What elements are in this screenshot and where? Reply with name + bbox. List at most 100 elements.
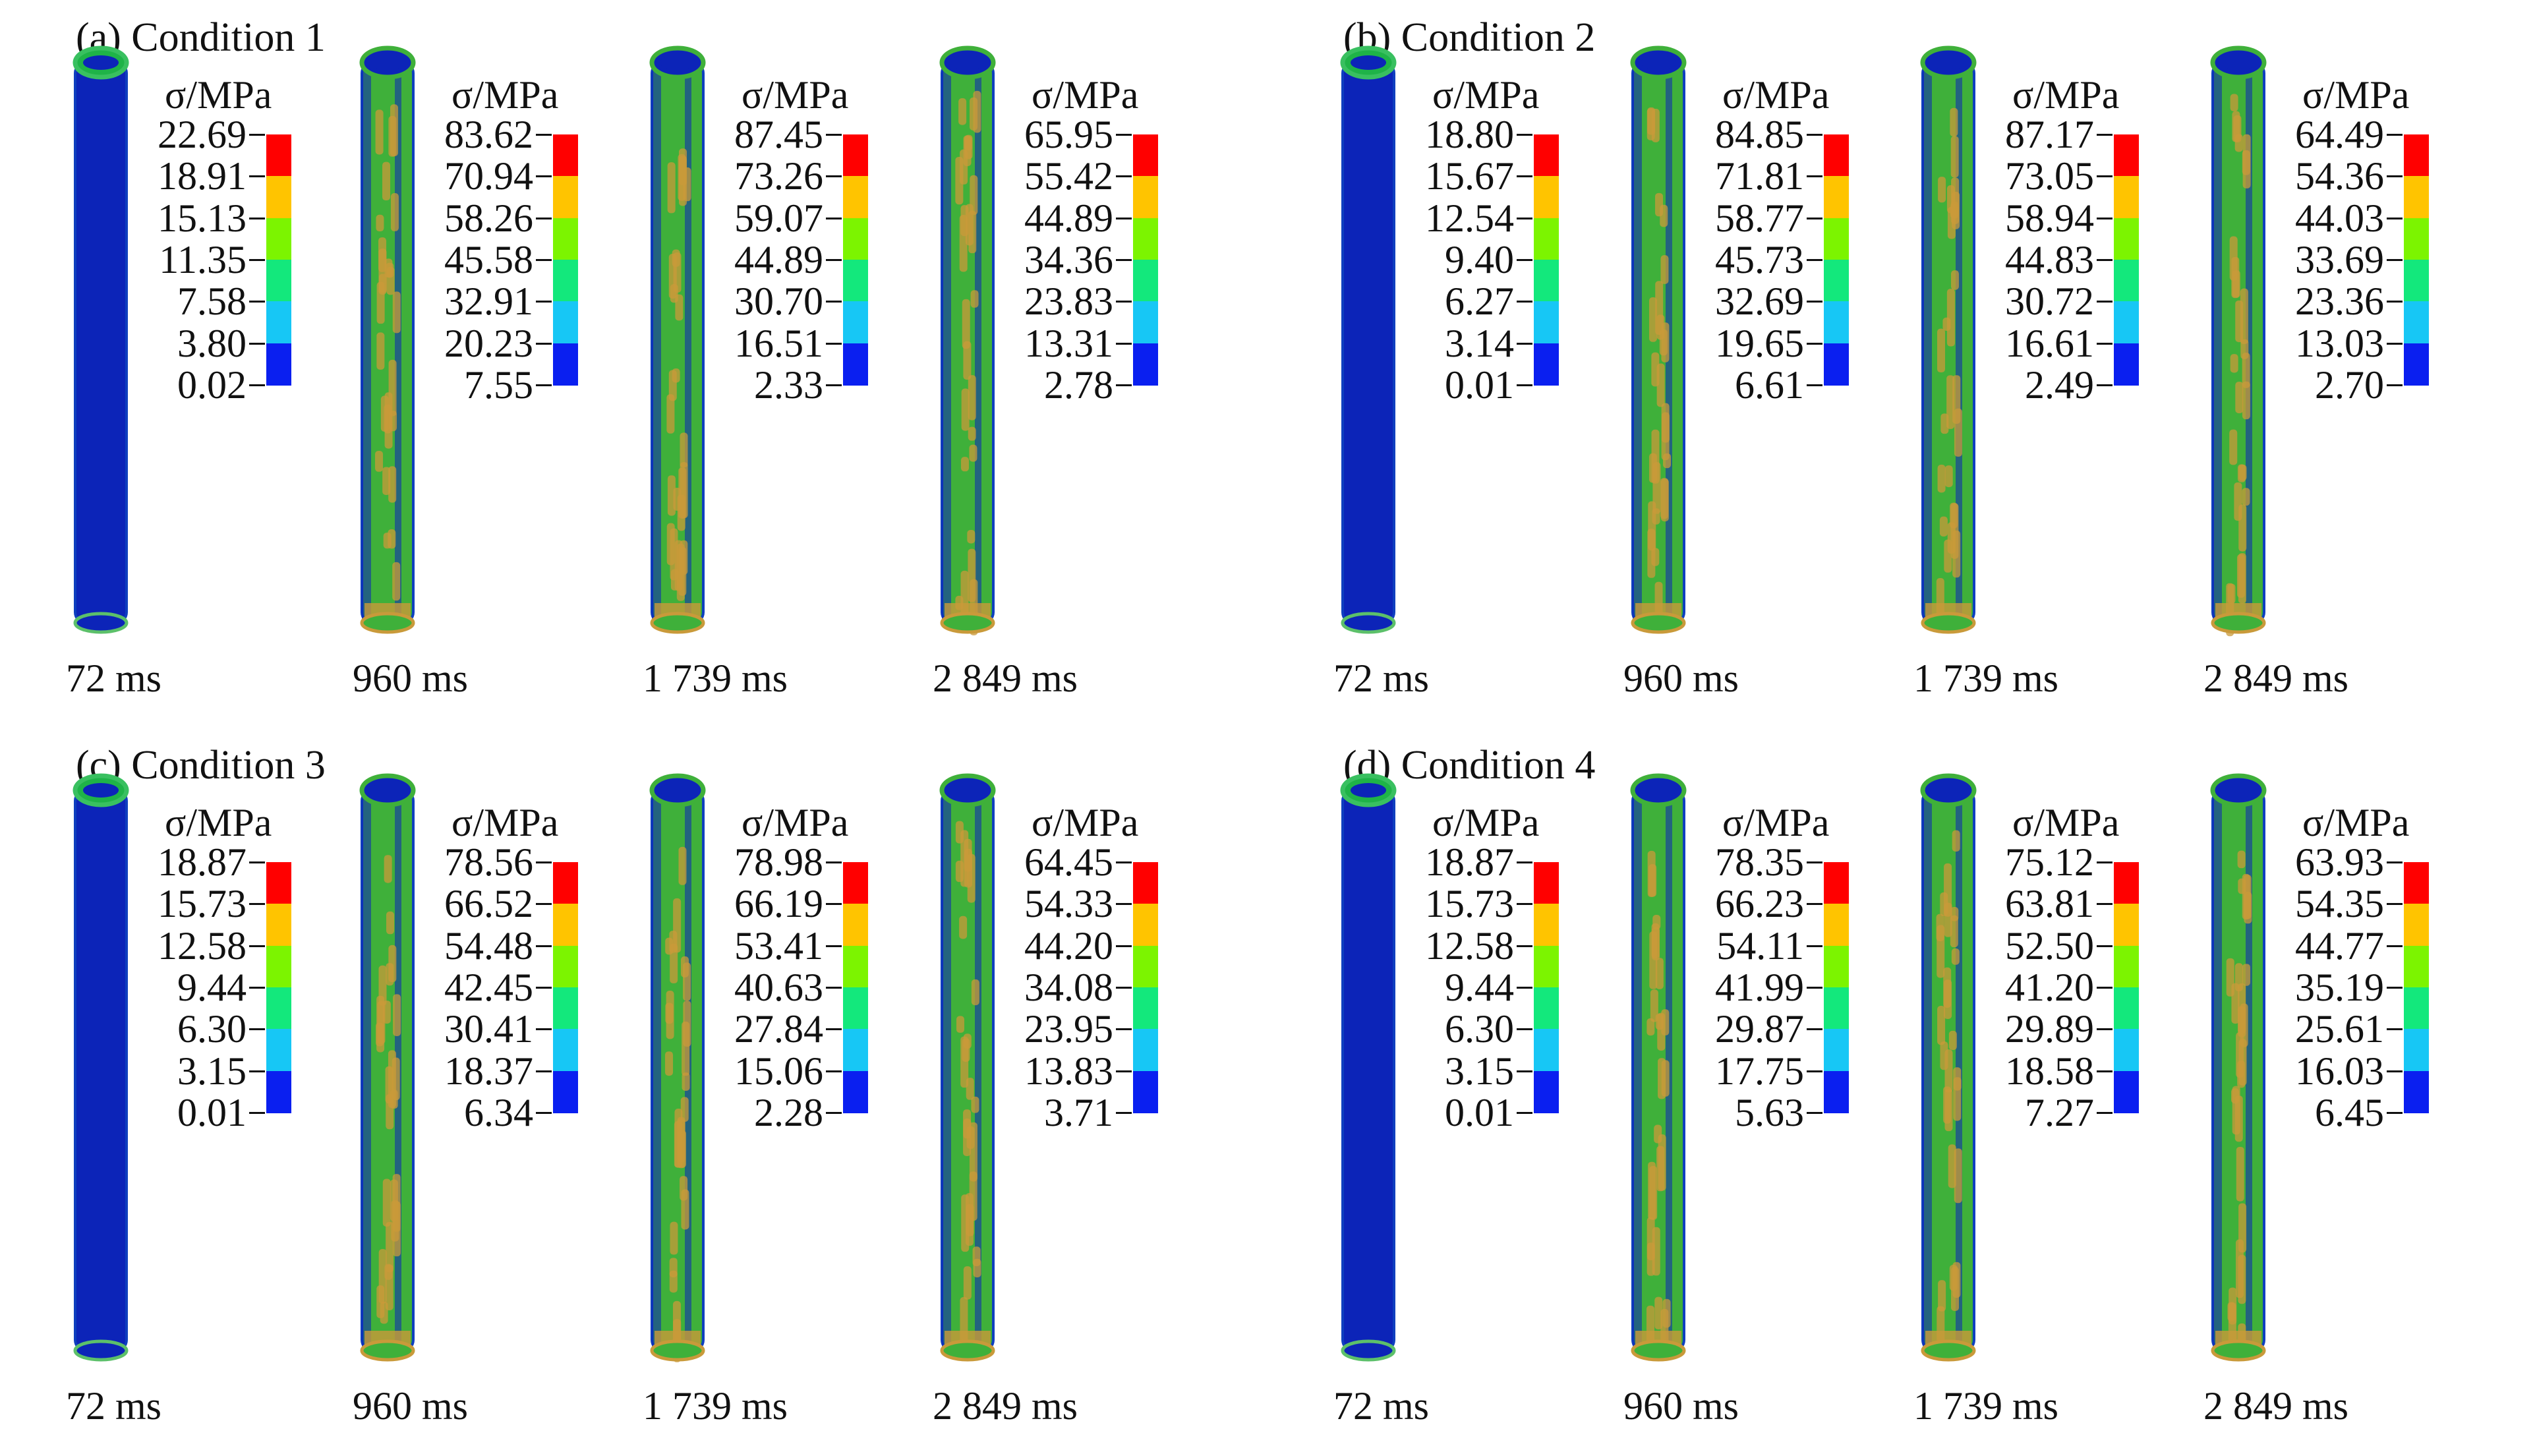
- stress-unit-label: σ/MPa: [2012, 73, 2120, 117]
- legend-band-0: [1824, 134, 1849, 177]
- color-legend: 78.56 66.52 54.48 42.45 30.41 18.37 6.34: [425, 842, 590, 1132]
- legend-tick-mark: [2097, 861, 2112, 863]
- legend-band-1: [2114, 176, 2139, 219]
- tube-low-stress-stripe: [975, 797, 981, 1344]
- tube-bottom-end: [940, 612, 995, 634]
- tube-high-stress-patch: [1940, 413, 1949, 434]
- legend-band-4: [2404, 1029, 2429, 1072]
- tube-high-stress-patch: [680, 1176, 688, 1201]
- legend-tick-label: 12.58: [1425, 923, 1514, 968]
- legend-band-2: [2404, 218, 2429, 260]
- legend-tick-mark: [536, 134, 552, 136]
- tube-high-stress-patch: [384, 855, 392, 883]
- tube-high-stress-patch: [386, 1221, 394, 1273]
- tube-low-stress-stripe: [2246, 69, 2252, 616]
- legend-tick-mark: [1517, 861, 1532, 863]
- tube-high-stress-patch: [2240, 339, 2249, 359]
- legend-band-4: [843, 301, 868, 344]
- legend-tick-mark: [536, 987, 552, 989]
- tube-high-stress-patch: [963, 1119, 972, 1139]
- tube-high-stress-patch: [385, 1066, 393, 1104]
- legend-tick-mark: [2097, 1028, 2112, 1031]
- legend-tick-mark: [1517, 175, 1532, 178]
- time-label: 960 ms: [1623, 656, 1739, 700]
- legend-tick-label: 0.02: [177, 363, 247, 407]
- legend-tick-label: 30.41: [444, 1007, 533, 1051]
- tube-high-stress-patch: [968, 375, 976, 421]
- tube-high-stress-patch: [382, 1179, 391, 1227]
- legend-tick-mark: [1517, 134, 1532, 136]
- tube-high-stress-patch: [1953, 1077, 1962, 1091]
- stress-unit-label: σ/MPa: [742, 801, 849, 844]
- tube-high-stress-patch: [2237, 1061, 2246, 1088]
- legend-band-5: [1133, 343, 1158, 386]
- tube-high-stress-patch: [2237, 464, 2246, 482]
- legend-band-2: [553, 218, 578, 260]
- legend-tick-mark: [1116, 175, 1132, 178]
- time-label: 1 739 ms: [1913, 1384, 2059, 1428]
- legend-tick-label: 2.33: [754, 363, 823, 407]
- legend-band-1: [1534, 176, 1559, 219]
- legend-tick-mark: [2097, 259, 2112, 261]
- tube-high-stress-patch: [1951, 948, 1960, 965]
- legend-tick-mark: [536, 945, 552, 947]
- legend-tick-mark: [1517, 1112, 1532, 1114]
- legend-tick-mark: [1517, 217, 1532, 219]
- tube-high-stress-patch: [1936, 914, 1944, 942]
- color-legend: 64.49 54.36 44.03 33.69 23.36 13.03 2.70: [2276, 115, 2441, 405]
- tube-high-stress-patch: [1660, 479, 1669, 522]
- legend-tick-mark: [1807, 945, 1822, 947]
- tube-contour-0: [73, 773, 129, 1362]
- tube-inner-bore: [1351, 783, 1386, 798]
- tube-high-stress-patch: [1652, 508, 1660, 525]
- legend-tick-label: 53.41: [734, 923, 823, 968]
- tube-high-stress-patch: [959, 916, 968, 939]
- tube-high-stress-patch: [964, 136, 972, 151]
- tube-contour-3: [2210, 773, 2267, 1362]
- legend-band-3: [1824, 987, 1849, 1030]
- tube-high-stress-patch: [1655, 958, 1664, 989]
- tube-high-stress-patch: [1652, 915, 1661, 930]
- legend-tick-mark: [1116, 987, 1132, 989]
- tube-inner-bore: [660, 55, 695, 70]
- panel-condition-1: (a) Condition 1 σ/MPa 22.69 18.91 15.13 11.35…: [0, 0, 1268, 728]
- tube-high-stress-patch: [390, 104, 398, 157]
- tube-high-stress-patch: [680, 1097, 689, 1122]
- snapshot-3: σ/MPa 64.49 54.36 44.03 33.69 23.36 13.03 2.70 2…: [2203, 0, 2513, 728]
- legend-tick-label: 15.06: [734, 1049, 823, 1093]
- legend-band-1: [553, 176, 578, 219]
- tube-low-stress-edge: [652, 790, 661, 1351]
- legend-tick-mark: [1807, 384, 1822, 386]
- legend-tick-mark: [249, 175, 265, 178]
- legend-tick-mark: [2097, 384, 2112, 386]
- legend-band-2: [843, 218, 868, 260]
- legend-tick-label: 63.81: [2005, 882, 2094, 926]
- legend-tick-mark: [2387, 301, 2403, 303]
- legend-band-5: [1534, 343, 1559, 386]
- tube-high-stress-patch: [1654, 1296, 1663, 1329]
- legend-tick-mark: [1807, 217, 1822, 219]
- legend-band-3: [843, 987, 868, 1030]
- legend-tick-label: 23.83: [1024, 279, 1113, 324]
- legend-tick-mark: [1116, 861, 1132, 863]
- tube-high-stress-patch: [1944, 1049, 1953, 1093]
- time-label: 960 ms: [353, 656, 469, 700]
- legend-tick-label: 18.37: [444, 1049, 533, 1093]
- tube-high-stress-patch: [2236, 1146, 2244, 1202]
- legend-band-3: [1133, 987, 1158, 1030]
- tube-inner-bore: [1931, 55, 1966, 70]
- tube-high-stress-patch: [2238, 553, 2246, 604]
- tube-bottom-end: [2211, 1339, 2266, 1362]
- tube-high-stress-patch: [1946, 375, 1955, 429]
- legend-tick-label: 0.01: [1445, 363, 1514, 407]
- tube-high-stress-patch: [1948, 1144, 1956, 1188]
- legend-tick-label: 44.83: [2005, 238, 2094, 281]
- tube-high-stress-patch: [382, 161, 390, 201]
- tube-low-stress-edge: [2213, 790, 2222, 1351]
- tube-low-stress-stripe: [2246, 797, 2252, 1344]
- tube-high-stress-patch: [1950, 107, 1958, 137]
- legend-tick-label: 23.95: [1024, 1007, 1113, 1051]
- legend-band-2: [1534, 218, 1559, 260]
- legend-tick-mark: [2387, 342, 2403, 345]
